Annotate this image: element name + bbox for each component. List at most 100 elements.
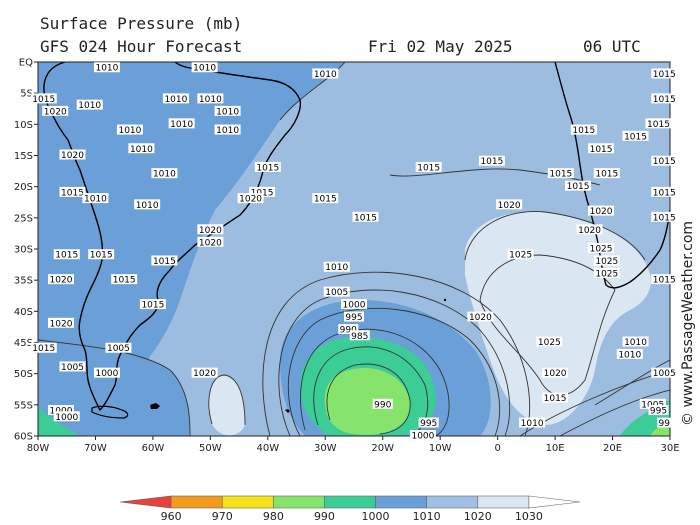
isobar-label-bg	[197, 93, 224, 104]
isobar-label-bg	[536, 336, 563, 347]
isobar-label-bg	[312, 68, 339, 79]
isobar-label-bg	[588, 143, 615, 154]
tristan-island	[443, 298, 447, 302]
tierra-del-fuego	[91, 405, 129, 419]
isobar-label-bg	[651, 211, 678, 222]
lat-label: 10S	[14, 120, 33, 131]
isobar-label: 1015	[653, 95, 676, 105]
lon-label: 80W	[27, 443, 50, 454]
isobar-label: 1015	[32, 344, 55, 354]
isobar-label-bg	[59, 186, 86, 197]
latitude-axis: EQ 5S 10S 15S 20S 25S 30S 35S 40S 45S 50S 55S 60S	[14, 58, 38, 443]
isobar-label-bg	[588, 205, 615, 216]
forecast-time: 06 UTC	[583, 37, 641, 56]
isobar-label-bg	[519, 417, 546, 428]
isobar-label: 1005	[653, 369, 676, 379]
isobar-label-bg	[409, 430, 436, 440]
isobar-label: 1000	[55, 413, 78, 423]
falkland-islands	[150, 403, 160, 409]
lon-label: 30W	[314, 443, 337, 454]
isobar-label: 1010	[216, 107, 239, 117]
map-title: Surface Pressure (mb)	[40, 14, 243, 33]
isobar-label: 1010	[193, 64, 216, 74]
legend-label: 1030	[515, 510, 543, 523]
isobar-label-bg	[657, 417, 672, 428]
isobar-label: 1015	[595, 170, 618, 180]
legend-swatch	[119, 495, 172, 509]
isobar-label: 1010	[618, 350, 641, 360]
isobar-label: 1010	[314, 70, 337, 80]
isobar-label-bg	[616, 348, 643, 359]
isobar-label-bg	[254, 161, 281, 172]
isobar-label: 1010	[84, 195, 107, 205]
south-america-coast	[43, 62, 302, 412]
isobar-label-bg	[639, 398, 666, 409]
isobar-label-bg	[651, 155, 678, 166]
isobar-label: 1015	[647, 120, 670, 130]
isobar-label: 1010	[130, 145, 153, 155]
isobar-label: 995	[420, 419, 437, 429]
isobar-label-bg	[507, 249, 534, 260]
isobar-label-bg	[128, 143, 155, 154]
isobar-label: 1015	[314, 195, 337, 205]
isobar-label: 1010	[216, 126, 239, 136]
isobar-label-bg	[42, 105, 69, 116]
forecast-date: Fri 02 May 2025	[368, 37, 513, 56]
credit-watermark: © www.PassageWeather.com	[680, 221, 696, 426]
isobar-label-bg	[105, 342, 132, 353]
lat-label: 25S	[14, 213, 33, 224]
low-corner-sw	[38, 405, 80, 436]
isobar-label-bg	[59, 149, 86, 160]
isobar-label: 990	[374, 400, 391, 410]
isobar-label-bg	[651, 186, 678, 197]
isobar-label-bg	[312, 193, 339, 204]
isobar-label: 1015	[653, 157, 676, 167]
lat-label: 20S	[14, 182, 33, 193]
isobar-label-bg	[47, 317, 74, 328]
isobar-label-bg	[576, 224, 603, 235]
isobar-label-bg	[88, 249, 115, 260]
isobar-label: 1015	[417, 163, 440, 173]
isobar-label-bg	[648, 405, 669, 416]
lon-label: 30E	[660, 443, 679, 454]
isobar-label-bg	[47, 274, 74, 285]
isobar-label: 985	[351, 332, 368, 342]
isobar-label-bg	[542, 392, 569, 403]
isobar-label-bg	[76, 99, 103, 110]
isobar-label: 1020	[239, 195, 262, 205]
isobar-label: 1010	[136, 201, 159, 211]
isobar-label-bg	[139, 299, 166, 310]
lat-label: 60S	[14, 432, 33, 443]
isobar-label: 1020	[544, 369, 567, 379]
isobar-label: 1000	[95, 369, 118, 379]
isobar-label-bg	[249, 186, 276, 197]
lon-label: 60W	[142, 443, 165, 454]
isobar-label: 1015	[544, 394, 567, 404]
low-985-core	[324, 368, 410, 435]
isobar-label: 1010	[199, 95, 222, 105]
isobar-label-bg	[191, 62, 218, 73]
isobar-label: 1020	[498, 201, 521, 211]
isobar-label: 1015	[55, 251, 78, 261]
isobar-label: 1015	[153, 257, 176, 267]
isobar-label-bg	[59, 361, 86, 372]
isobar-label-bg	[151, 168, 178, 179]
isobar-label: 995	[345, 313, 362, 323]
isobar-label: 1015	[354, 213, 377, 223]
isobar-label-bg	[651, 93, 678, 104]
isobar-label: 1020	[469, 313, 492, 323]
lon-label: 50W	[199, 443, 222, 454]
isobar-label-bg	[214, 124, 241, 135]
isobar-label-bg	[593, 267, 620, 278]
legend-label: 1010	[413, 510, 441, 523]
isobar-label-bg	[651, 367, 678, 378]
isobar-label: 1020	[61, 151, 84, 161]
isobar-label-bg	[349, 330, 370, 341]
isobar-label-bg	[53, 249, 80, 260]
isobar-label-bg	[593, 255, 620, 266]
isobar-label: 1010	[325, 263, 348, 273]
isobar-label-bg	[111, 274, 138, 285]
legend-label: 1000	[362, 510, 390, 523]
isobar-label-bg	[197, 224, 224, 235]
isobar-label-bg	[645, 118, 672, 129]
